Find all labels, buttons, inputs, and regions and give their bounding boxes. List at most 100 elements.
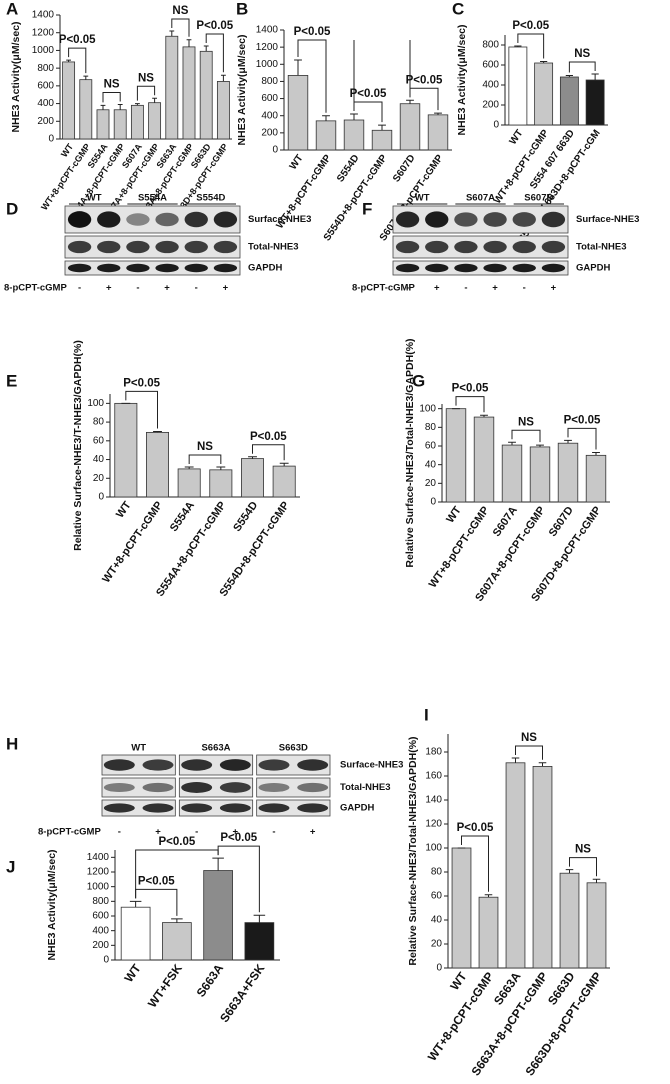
y-tick-label: 120 — [425, 819, 442, 830]
bar — [241, 458, 264, 498]
y-tick-label: 400 — [37, 98, 54, 109]
y-tick-label: 400 — [92, 925, 109, 936]
error-bar — [279, 462, 289, 467]
blot-band — [258, 782, 290, 793]
blot-band — [395, 211, 420, 228]
error-bar — [511, 757, 520, 763]
bar — [287, 75, 309, 151]
blot-band — [126, 213, 150, 226]
error-bar — [592, 878, 601, 883]
significance-label: NS — [138, 72, 154, 84]
y-tick-label: 60 — [425, 441, 437, 452]
bar — [586, 882, 607, 969]
lane-sign: - — [136, 283, 139, 294]
row-label: Total-NHE3 — [340, 782, 391, 793]
blot-band — [103, 759, 135, 771]
error-bar — [134, 103, 140, 106]
error-bar — [171, 918, 183, 923]
panel-label: A — [6, 0, 18, 18]
bar — [508, 46, 528, 126]
significance-label: P<0.05 — [138, 875, 175, 887]
y-tick-label: 20 — [431, 939, 443, 950]
blot-band — [297, 782, 329, 793]
y-tick-label: 80 — [425, 422, 437, 433]
y-tick-label: 40 — [93, 454, 105, 465]
y-tick-label: 800 — [92, 896, 109, 907]
significance-bracket — [136, 85, 156, 101]
bar — [371, 129, 393, 151]
error-bar — [186, 39, 192, 47]
group-label: S663D — [279, 743, 308, 754]
row-label: Total-NHE3 — [248, 242, 299, 253]
error-bar — [591, 73, 599, 80]
x-tick-label: WT — [508, 128, 526, 147]
bar — [130, 104, 144, 140]
error-bar — [220, 74, 226, 82]
significance-label: P<0.05 — [512, 20, 549, 32]
x-tick-label: S663A — [194, 961, 227, 999]
y-tick-label: 140 — [425, 795, 442, 806]
significance-label: NS — [574, 48, 590, 60]
bar — [529, 446, 551, 503]
blot-band — [395, 240, 420, 254]
blot-band — [512, 263, 536, 273]
bar — [79, 79, 93, 140]
significance-label: NS — [172, 5, 188, 17]
y-tick-label: 0 — [48, 134, 54, 145]
panel-label: J — [6, 857, 15, 876]
x-tick-label: S554D — [335, 153, 362, 184]
lane-sign: - — [195, 827, 198, 838]
blot-band — [67, 263, 92, 273]
error-bar — [203, 45, 209, 52]
error-bar — [117, 103, 123, 110]
bar — [478, 896, 499, 969]
panel-label: C — [452, 0, 464, 18]
significance-label: P<0.05 — [294, 26, 331, 38]
blot-band — [512, 212, 536, 227]
treatment-label: 8-pCPT-cGMP — [38, 827, 101, 838]
blot-band — [184, 211, 208, 228]
treatment-label: 8-pCPT-cGMP — [352, 283, 415, 294]
significance-bracket — [517, 33, 545, 59]
y-tick-label: 600 — [482, 60, 499, 71]
bar — [209, 469, 233, 498]
error-bar — [216, 466, 226, 470]
y-tick-label: 60 — [93, 435, 105, 446]
blot-band — [454, 212, 478, 227]
y-tick-label: 100 — [419, 403, 436, 414]
significance-label: P<0.05 — [158, 836, 195, 848]
significance-label: P<0.05 — [220, 832, 257, 844]
significance-label: NS — [104, 78, 120, 90]
bar — [559, 76, 579, 126]
error-bar — [540, 61, 548, 63]
blot-band — [425, 240, 449, 254]
significance-label: P<0.05 — [452, 383, 489, 395]
panel-label: G — [412, 371, 425, 390]
y-tick-label: 0 — [436, 963, 442, 974]
error-bar — [536, 444, 544, 447]
y-tick-label: 1400 — [32, 10, 55, 21]
bar — [113, 109, 127, 140]
lane-sign: - — [78, 283, 81, 294]
lane-sign: - — [118, 827, 121, 838]
y-tick-label: 40 — [425, 459, 437, 470]
error-bar — [480, 414, 488, 418]
y-axis-title: NHE3 Activity(μM/sec) — [236, 34, 248, 145]
error-bar — [248, 456, 257, 459]
error-bar — [434, 112, 442, 115]
significance-label: NS — [197, 441, 213, 453]
group-label: S663A — [201, 743, 230, 754]
bar — [451, 847, 472, 969]
bar — [585, 454, 607, 503]
blot-strip — [256, 777, 331, 798]
bar — [559, 872, 580, 969]
bar — [445, 408, 467, 503]
y-tick-label: 40 — [431, 915, 443, 926]
error-bar — [83, 75, 89, 80]
y-tick-label: 0 — [493, 120, 499, 131]
error-bar — [514, 45, 522, 47]
error-bar — [153, 430, 162, 433]
error-bar — [538, 762, 547, 767]
y-tick-label: 160 — [425, 771, 442, 782]
